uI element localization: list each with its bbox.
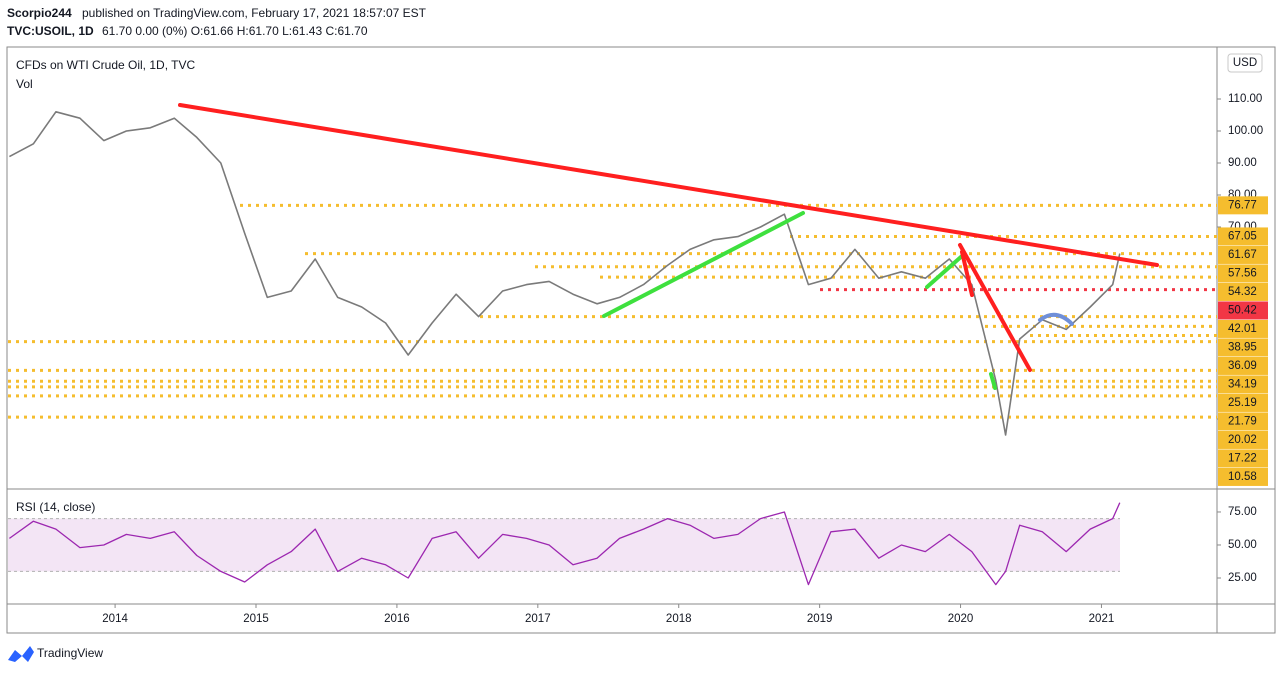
level-label-box bbox=[1218, 449, 1268, 468]
rsi-band bbox=[8, 518, 1120, 572]
trend-line bbox=[960, 250, 974, 297]
level-label-box bbox=[1218, 282, 1268, 301]
level-label: 38.95 bbox=[1228, 341, 1257, 353]
level-label-box bbox=[1218, 301, 1268, 320]
level-label-box bbox=[1218, 338, 1268, 357]
frame bbox=[6, 46, 1276, 634]
level-label-box bbox=[1218, 319, 1268, 338]
level-label-box bbox=[1218, 393, 1268, 412]
currency-button[interactable] bbox=[1227, 53, 1263, 73]
x-tick-label: 2021 bbox=[1089, 613, 1115, 625]
level-label: 61.67 bbox=[1228, 249, 1257, 261]
level-label-box bbox=[1218, 196, 1268, 215]
trend-line bbox=[925, 254, 964, 289]
axis-labels: 110.00100.0090.0080.0070.0010.0076.7767.… bbox=[102, 93, 1268, 625]
level-label-box bbox=[1218, 356, 1268, 375]
curve bbox=[1038, 312, 1074, 326]
level-label: 17.22 bbox=[1228, 452, 1257, 464]
x-tick-label: 2018 bbox=[666, 613, 692, 625]
level-label-box bbox=[1218, 245, 1268, 264]
level-label-box bbox=[1218, 264, 1268, 283]
x-tick-label: 2017 bbox=[525, 613, 551, 625]
level-label-box bbox=[1218, 467, 1268, 486]
rsi-title: RSI (14, close) bbox=[16, 500, 95, 514]
level-label-box bbox=[1218, 430, 1268, 449]
y-tick-label: 75.00 bbox=[1228, 506, 1257, 518]
plot bbox=[8, 111, 1217, 586]
chart-title: CFDs on WTI Crude Oil, 1D, TVC bbox=[16, 58, 195, 72]
author: Scorpio244 bbox=[7, 6, 72, 20]
drawings bbox=[178, 103, 1159, 390]
y-tick-label: 100.00 bbox=[1228, 125, 1263, 137]
level-label: 67.05 bbox=[1228, 230, 1257, 242]
trend-line bbox=[958, 243, 1032, 372]
level-label: 57.56 bbox=[1228, 267, 1257, 279]
level-label: 10.58 bbox=[1228, 471, 1257, 483]
trend-line bbox=[178, 103, 1159, 267]
level-label: 42.01 bbox=[1228, 323, 1257, 335]
level-label: 25.19 bbox=[1228, 397, 1257, 409]
series-line bbox=[9, 502, 1121, 586]
brand: TradingView bbox=[37, 646, 103, 660]
level-label: 54.32 bbox=[1228, 286, 1257, 298]
trend-line bbox=[989, 372, 997, 390]
y-tick-label: 110.00 bbox=[1228, 93, 1262, 105]
y-tick-label: 25.00 bbox=[1228, 572, 1257, 584]
level-label: 21.79 bbox=[1228, 415, 1257, 427]
x-tick-label: 2016 bbox=[384, 613, 410, 625]
level-label-box bbox=[1218, 412, 1268, 431]
level-label-box bbox=[1218, 227, 1268, 246]
published: published on TradingView.com, February 1… bbox=[82, 6, 427, 20]
y-tick-label: 50.00 bbox=[1228, 539, 1257, 551]
y-tick-label: 90.00 bbox=[1228, 157, 1257, 169]
level-label-box bbox=[1218, 375, 1268, 394]
symbol: TVC:USOIL, 1D bbox=[7, 24, 94, 38]
x-tick-label: 2015 bbox=[243, 613, 269, 625]
logo bbox=[8, 646, 34, 662]
level-label: 36.09 bbox=[1228, 360, 1257, 372]
quote: 61.70 0.00 (0%) O:61.66 H:61.70 L:61.43 … bbox=[102, 24, 368, 38]
level-label: 76.77 bbox=[1228, 199, 1257, 211]
level-label: 50.42 bbox=[1228, 304, 1257, 316]
x-tick-label: 2014 bbox=[102, 613, 128, 625]
trend-line bbox=[602, 211, 805, 318]
x-tick-label: 2019 bbox=[807, 613, 833, 625]
volume-label: Vol bbox=[16, 77, 33, 91]
level-label: 34.19 bbox=[1228, 378, 1257, 390]
level-label: 20.02 bbox=[1228, 434, 1257, 446]
x-tick-label: 2020 bbox=[948, 613, 974, 625]
currency[interactable]: USD bbox=[1233, 57, 1257, 69]
